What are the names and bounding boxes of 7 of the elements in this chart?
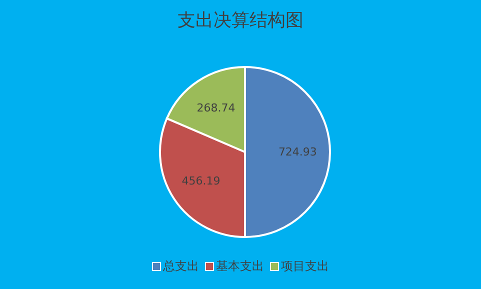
legend-label: 基本支出 — [215, 258, 264, 275]
data-label: 268.74 — [196, 101, 236, 114]
legend-label: 项目支出 — [280, 258, 329, 275]
data-label: 724.93 — [278, 146, 317, 158]
chart-title: 支出决算结构图 — [176, 9, 304, 32]
data-label: 456.19 — [182, 174, 220, 188]
legend-label: 总支出 — [162, 258, 199, 275]
